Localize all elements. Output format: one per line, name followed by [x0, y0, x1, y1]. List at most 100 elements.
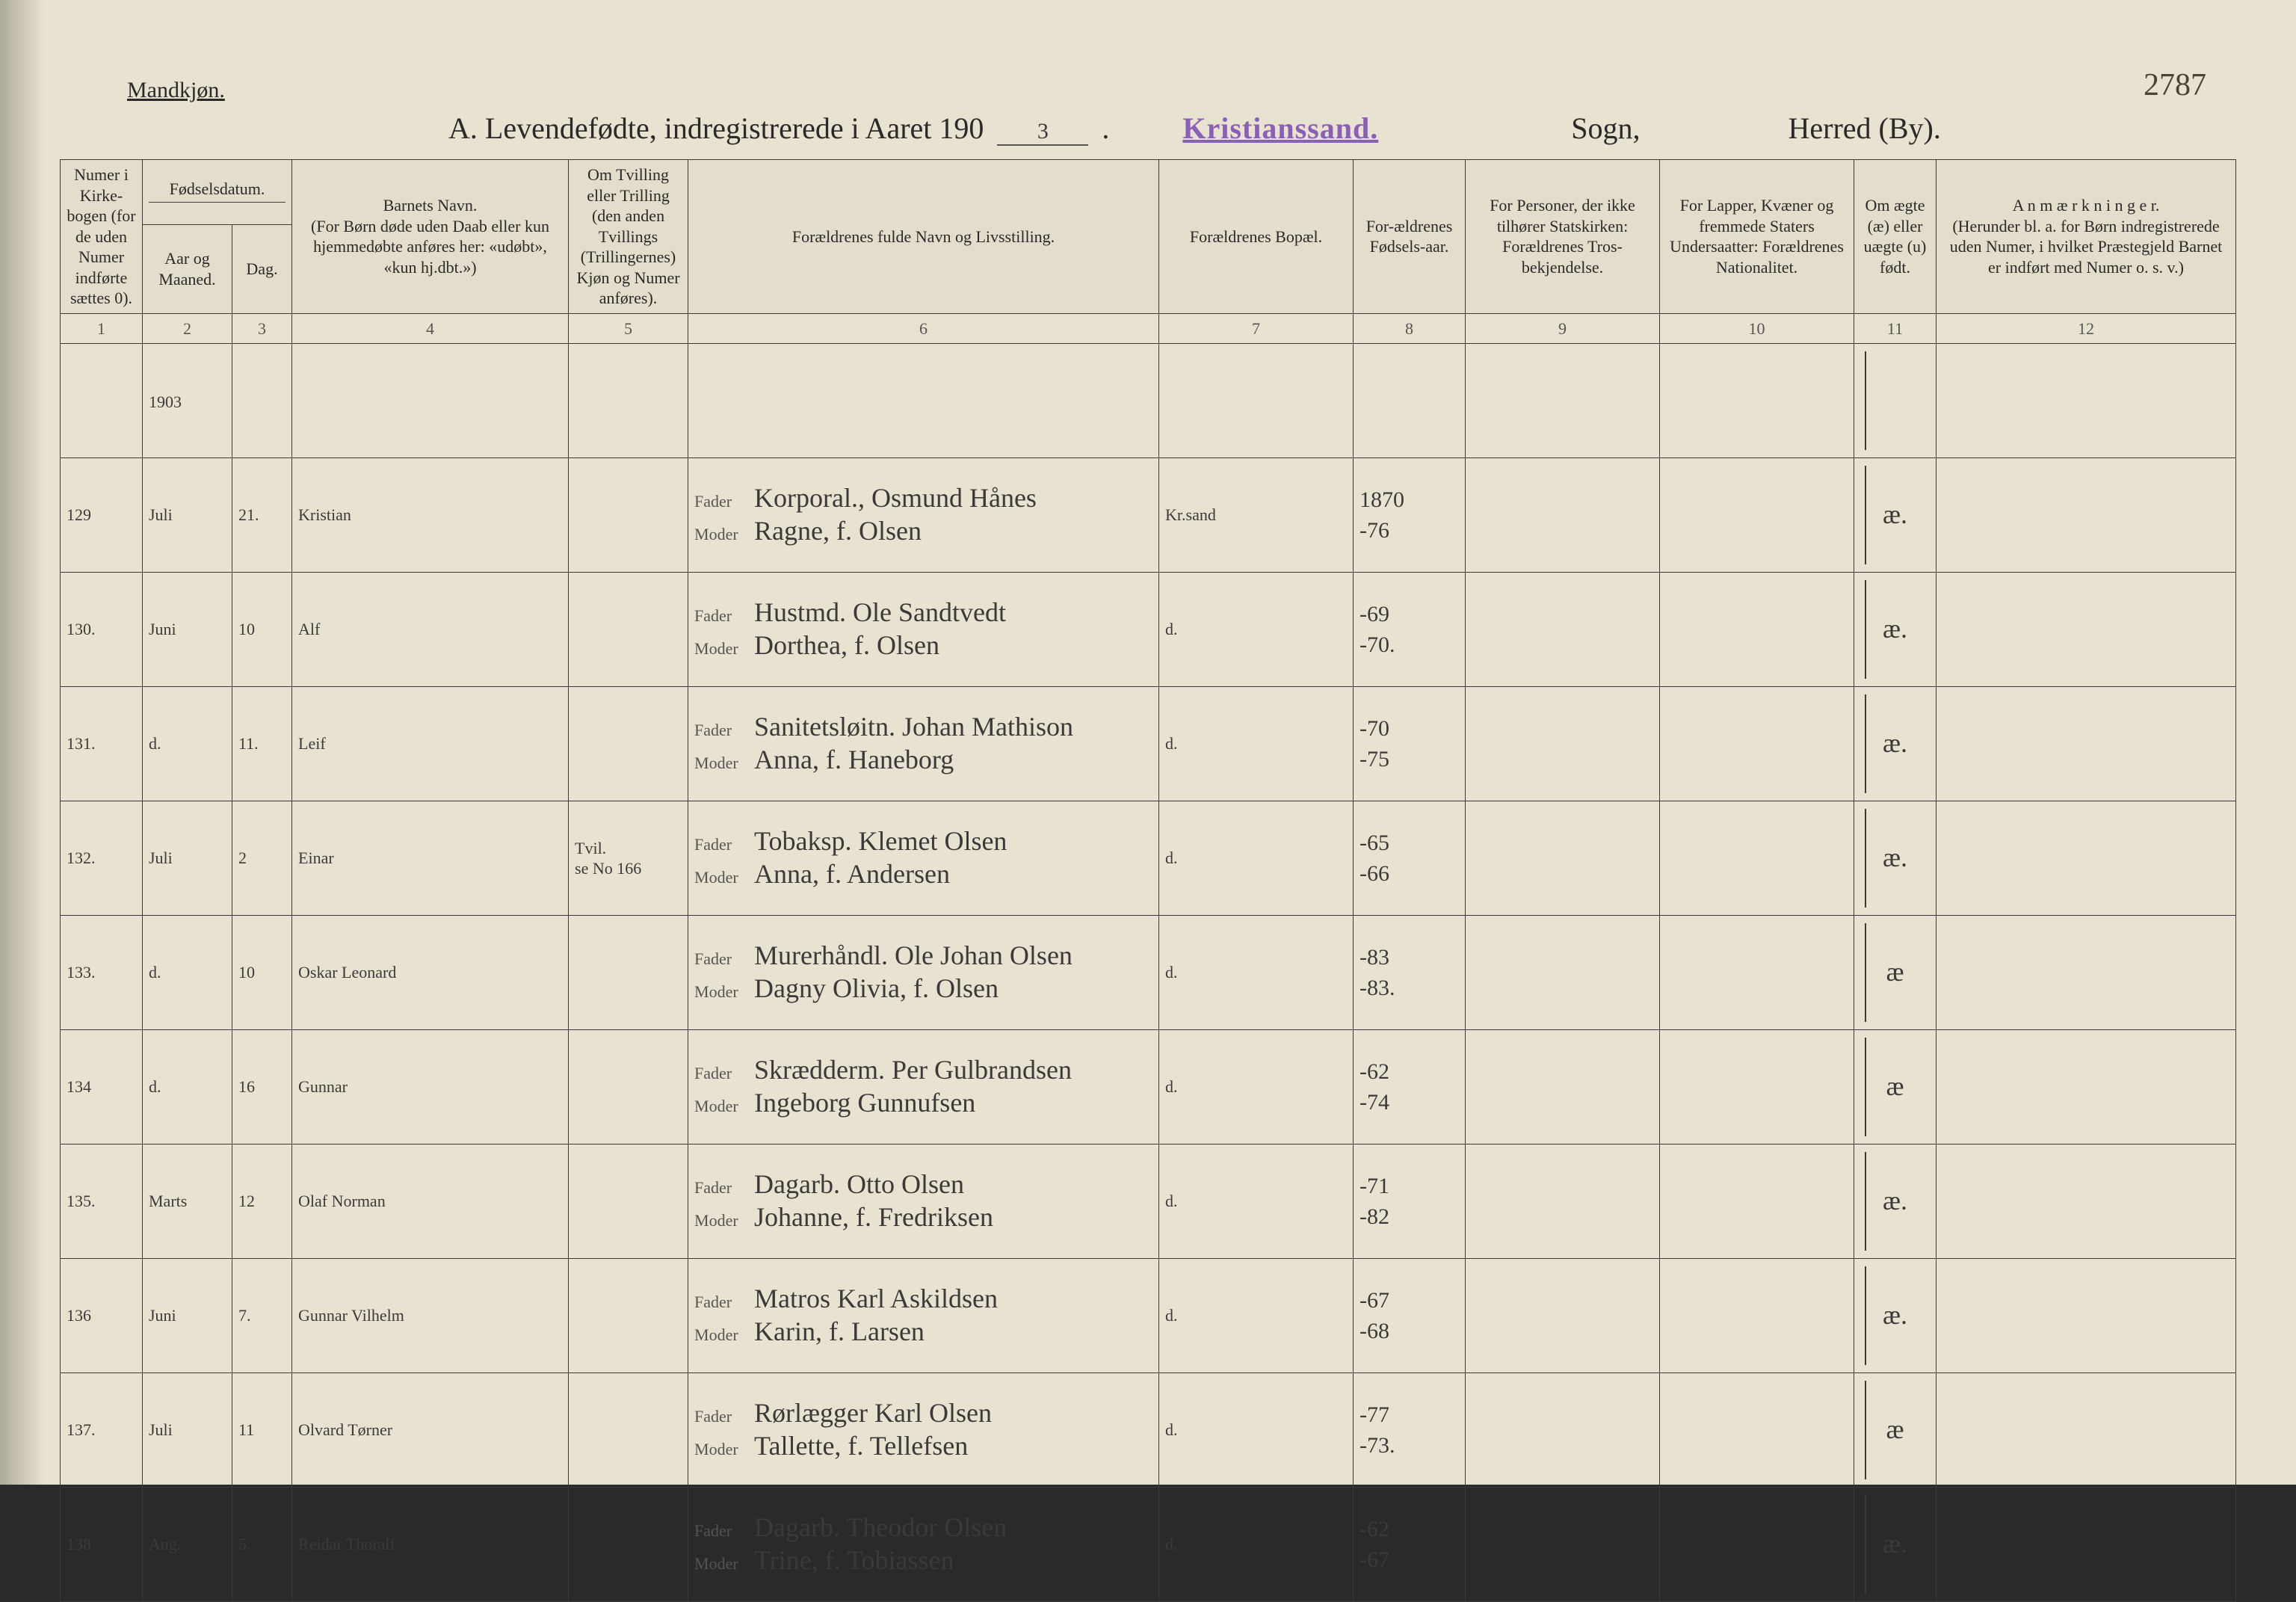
cell-name: Oskar Leonard	[292, 916, 569, 1030]
father-name: Rørlægger Karl Olsen	[754, 1399, 992, 1429]
col-header-6: Forældrenes fulde Navn og Livsstilling.	[688, 160, 1159, 314]
cell-legit: æ.	[1854, 573, 1937, 687]
colnum: 6	[688, 313, 1159, 344]
father-year: -62	[1360, 1515, 1459, 1544]
mother-name: Johanne, f. Fredriksen	[754, 1203, 993, 1233]
cell-month: Juni	[143, 573, 232, 687]
mother-name: Dagny Olivia, f. Olsen	[754, 974, 999, 1004]
fader-label: Fader	[694, 834, 747, 855]
register-page: Mandkjøn. 2787 A. Levendefødte, indregis…	[0, 0, 2296, 1485]
cell-name: Einar	[292, 801, 569, 916]
father-name: Matros Karl Askildsen	[754, 1284, 998, 1314]
cell-years: -83 -83.	[1354, 916, 1466, 1030]
cell-month: Juni	[143, 1259, 232, 1373]
mother-name: Tallette, f. Tellefsen	[754, 1432, 968, 1461]
colnum: 1	[61, 313, 143, 344]
cell-legit: æ.	[1854, 1259, 1937, 1373]
cell-day: 2	[232, 801, 292, 916]
gender-header: Mandkjøn.	[127, 78, 225, 103]
cell-month: d.	[143, 916, 232, 1030]
colnum: 3	[232, 313, 292, 344]
cell-legit: æ.	[1854, 458, 1937, 573]
cell-religion	[1466, 1144, 1660, 1259]
cell-day: 10	[232, 573, 292, 687]
father-name: Korporal., Osmund Hånes	[754, 484, 1037, 514]
moder-label: Moder	[694, 753, 747, 774]
cell-name: Reidar Thoralf	[292, 1488, 569, 1602]
mother-name: Ingeborg Gunnufsen	[754, 1088, 975, 1118]
mother-year: -75	[1360, 745, 1459, 774]
moder-label: Moder	[694, 867, 747, 888]
father-year: -65	[1360, 829, 1459, 857]
cell-nationality	[1660, 1030, 1854, 1144]
mother-year: -83.	[1360, 974, 1459, 1002]
col-header-7: Forældrenes Bopæl.	[1159, 160, 1354, 314]
colnum: 4	[292, 313, 569, 344]
table-body: 1903 129 Juli 21. Kristian Fader Korpora…	[61, 344, 2236, 1602]
father-year: -77	[1360, 1401, 1459, 1429]
cell-month: Juli	[143, 1373, 232, 1488]
legit-mark: æ.	[1883, 1186, 1907, 1216]
legit-mark: æ.	[1883, 1529, 1907, 1559]
moder-label: Moder	[694, 638, 747, 659]
father-year: -83	[1360, 943, 1459, 972]
father-name: Skrædderm. Per Gulbrandsen	[754, 1056, 1072, 1085]
table-row: 137. Juli 11 Olvard Tørner Fader Rørlægg…	[61, 1373, 2236, 1488]
cell-remarks	[1937, 1144, 2236, 1259]
cell-residence: d.	[1159, 801, 1354, 916]
cell-legit: æ.	[1854, 1488, 1937, 1602]
preyear: 1903	[143, 344, 232, 458]
fader-label: Fader	[694, 1406, 747, 1427]
mother-name: Anna, f. Andersen	[754, 860, 950, 890]
cell-name: Gunnar Vilhelm	[292, 1259, 569, 1373]
cell-day: 11.	[232, 687, 292, 801]
cell-years: -67 -68	[1354, 1259, 1466, 1373]
cell-residence: d.	[1159, 1488, 1354, 1602]
mother-year: -82	[1360, 1203, 1459, 1231]
cell-twin	[569, 458, 688, 573]
legit-mark: æ.	[1883, 842, 1907, 872]
colnum: 10	[1660, 313, 1854, 344]
cell-years: -77 -73.	[1354, 1373, 1466, 1488]
colnum: 8	[1354, 313, 1466, 344]
father-year: 1870	[1360, 486, 1459, 514]
legit-mark: æ	[1886, 1414, 1904, 1444]
cell-twin	[569, 1259, 688, 1373]
cell-legit: æ	[1854, 1030, 1937, 1144]
cell-twin	[569, 1373, 688, 1488]
cell-residence: d.	[1159, 916, 1354, 1030]
legit-mark: æ.	[1883, 728, 1907, 758]
cell-religion	[1466, 573, 1660, 687]
cell-parents: Fader Hustmd. Ole Sandtvedt Moder Dorthe…	[688, 573, 1159, 687]
father-year: -69	[1360, 600, 1459, 629]
cell-name: Gunnar	[292, 1030, 569, 1144]
cell-month: d.	[143, 687, 232, 801]
mother-year: -73.	[1360, 1432, 1459, 1460]
cell-num: 137.	[61, 1373, 143, 1488]
father-year: -70	[1360, 715, 1459, 743]
table-row: 133. d. 10 Oskar Leonard Fader Murerhånd…	[61, 916, 2236, 1030]
cell-remarks	[1937, 1488, 2236, 1602]
cell-religion	[1466, 458, 1660, 573]
cell-parents: Fader Dagarb. Otto Olsen Moder Johanne, …	[688, 1144, 1159, 1259]
cell-parents: Fader Korporal., Osmund Hånes Moder Ragn…	[688, 458, 1159, 573]
title-prefix: A. Levendefødte, indregistrerede i Aaret…	[448, 111, 984, 146]
colnum: 11	[1854, 313, 1937, 344]
cell-month: Aug.	[143, 1488, 232, 1602]
col-header-2-group: Fødselsdatum.	[143, 160, 292, 225]
cell-parents: Fader Rørlægger Karl Olsen Moder Tallett…	[688, 1373, 1159, 1488]
moder-label: Moder	[694, 1210, 747, 1231]
cell-nationality	[1660, 1259, 1854, 1373]
cell-nationality	[1660, 1488, 1854, 1602]
legit-mark: æ.	[1883, 499, 1907, 529]
table-row: 138 Aug. 5. Reidar Thoralf Fader Dagarb.…	[61, 1488, 2236, 1602]
mother-year: -70.	[1360, 631, 1459, 659]
cell-nationality	[1660, 1373, 1854, 1488]
mother-name: Trine, f. Tobiassen	[754, 1546, 954, 1576]
table-row: 130. Juni 10 Alf Fader Hustmd. Ole Sandt…	[61, 573, 2236, 687]
moder-label: Moder	[694, 1553, 747, 1574]
mother-year: -67	[1360, 1546, 1459, 1574]
binding-shadow	[0, 0, 45, 1485]
cell-legit: æ.	[1854, 1144, 1937, 1259]
colnum: 5	[569, 313, 688, 344]
